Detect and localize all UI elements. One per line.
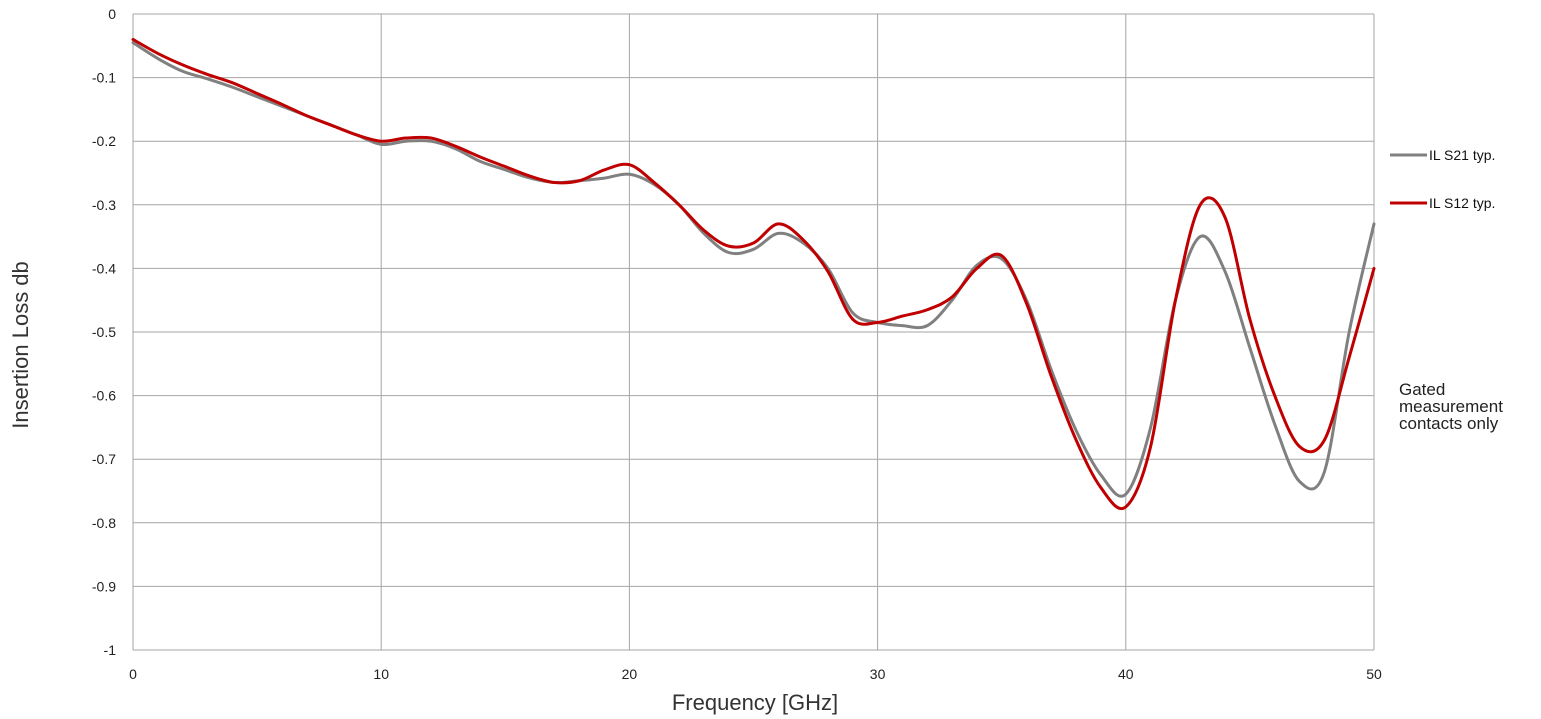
x-tick-label: 30 (870, 666, 886, 682)
y-tick-label: -1 (104, 642, 117, 658)
x-tick-label: 40 (1118, 666, 1134, 682)
x-axis-title: Frequency [GHz] (672, 690, 838, 715)
legend: IL S21 typ. IL S12 typ. (1390, 147, 1495, 211)
legend-label-1: IL S21 typ. (1429, 147, 1495, 163)
y-axis-title: Insertion Loss db (8, 261, 33, 429)
series-line-1 (131, 41, 1376, 498)
grid-lines (132, 13, 1375, 651)
y-tick-label: -0.4 (92, 260, 116, 276)
gated-measurement-note: Gated measurement contacts only (1399, 381, 1503, 432)
x-tick-label: 20 (622, 666, 638, 682)
note-line-2: measurement (1399, 397, 1503, 416)
y-tick-label: -0.1 (92, 70, 116, 86)
series-line-2 (131, 37, 1376, 511)
y-tick-label: -0.5 (92, 324, 116, 340)
x-tick-label: 0 (129, 666, 137, 682)
y-tick-label: -0.6 (92, 388, 116, 404)
series-lines (131, 37, 1376, 511)
note-line-1: Gated (1399, 380, 1446, 399)
y-tick-label: -0.3 (92, 197, 116, 213)
y-tick-label: -0.7 (92, 451, 116, 467)
y-tick-label: -0.8 (92, 515, 116, 531)
y-tick-label: 0 (108, 6, 116, 22)
note-line-3: contacts only (1399, 414, 1499, 433)
y-tick-label: -0.9 (92, 578, 116, 594)
y-tick-label: -0.2 (92, 133, 116, 149)
legend-label-2: IL S12 typ. (1429, 195, 1495, 211)
x-tick-label: 10 (373, 666, 389, 682)
tick-labels: 0 -0.1 -0.2 -0.3 -0.4 -0.5 -0.6 -0.7 -0.8 -0.9 -1 0… (92, 6, 1382, 682)
x-tick-label: 50 (1366, 666, 1382, 682)
